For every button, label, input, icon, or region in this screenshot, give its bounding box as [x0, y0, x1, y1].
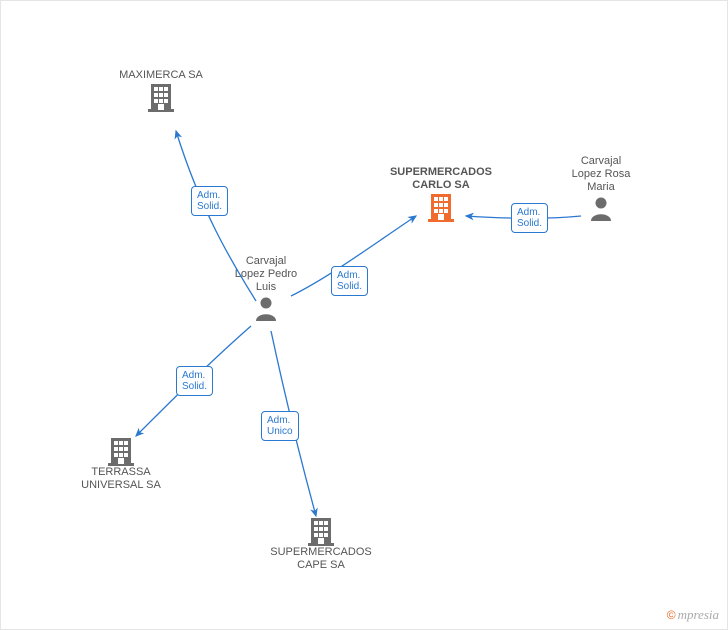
building-icon	[108, 436, 134, 466]
edge-label-e2: Adm. Solid.	[331, 266, 368, 296]
node-supercarlo: SUPERMERCADOS CARLO SA	[371, 166, 511, 222]
building-icon	[308, 516, 334, 546]
node-label: TERRASSA UNIVERSAL SA	[66, 466, 176, 492]
edge-label-e5: Adm. Solid.	[511, 203, 548, 233]
person-icon	[253, 295, 279, 321]
edge-label-e3: Adm. Solid.	[176, 366, 213, 396]
node-label: Carvajal Lopez Rosa Maria	[556, 155, 646, 195]
diagram-canvas: MAXIMERCA SA SUPERMERCADOS CARLO SA Carv…	[0, 0, 728, 630]
person-icon	[588, 195, 614, 221]
building-icon	[148, 82, 174, 112]
edge-e3	[136, 326, 251, 436]
edge-e4	[271, 331, 316, 516]
node-label: MAXIMERCA SA	[101, 69, 221, 82]
edge-label-e1: Adm. Solid.	[191, 186, 228, 216]
building-icon	[428, 192, 454, 222]
node-rosamaria: Carvajal Lopez Rosa Maria	[556, 155, 646, 221]
edge-label-e4: Adm. Unico	[261, 411, 299, 441]
node-maximerca: MAXIMERCA SA	[101, 69, 221, 112]
attribution-text: mpresia	[678, 607, 719, 622]
node-pedroluis: Carvajal Lopez Pedro Luis	[221, 255, 311, 321]
node-terrassa: TERRASSA UNIVERSAL SA	[66, 436, 176, 492]
node-supercape: SUPERMERCADOS CAPE SA	[251, 516, 391, 572]
node-label: SUPERMERCADOS CAPE SA	[251, 546, 391, 572]
copyright-icon: ©	[667, 608, 676, 622]
node-label: Carvajal Lopez Pedro Luis	[221, 255, 311, 295]
node-label: SUPERMERCADOS CARLO SA	[371, 166, 511, 192]
attribution: ©mpresia	[667, 607, 719, 623]
